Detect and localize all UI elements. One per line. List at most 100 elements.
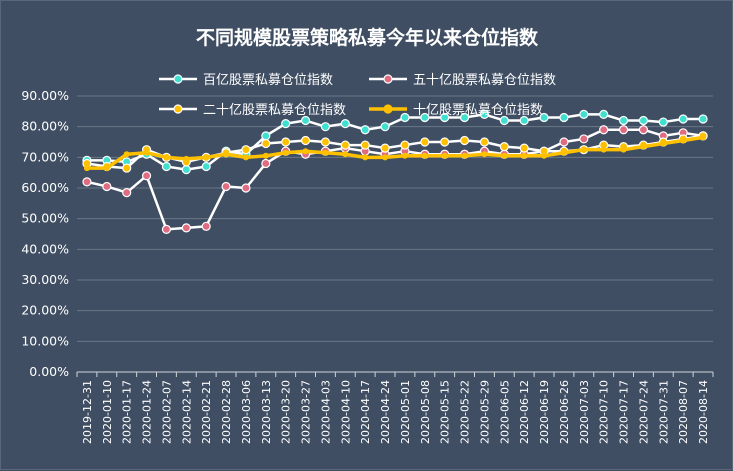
data-point — [242, 154, 249, 161]
x-tick-label: 2020-07-03 — [578, 380, 591, 444]
data-point — [320, 122, 331, 132]
x-tick-label: 2020-07-10 — [598, 380, 611, 444]
data-point — [241, 183, 251, 193]
data-point — [440, 137, 450, 147]
data-point — [618, 125, 629, 135]
data-point — [401, 152, 408, 159]
x-tick-label: 2020-03-13 — [260, 380, 273, 444]
data-point — [122, 188, 132, 198]
data-point — [161, 161, 172, 172]
legend-label: 十亿股票私募仓位指数 — [413, 103, 543, 118]
data-point — [380, 143, 390, 153]
data-point — [83, 165, 90, 172]
y-tick-label: 30.00% — [21, 272, 69, 287]
data-point — [678, 114, 688, 124]
legend-label: 五十亿股票私募仓位指数 — [413, 73, 556, 88]
data-point — [282, 149, 289, 156]
data-point — [559, 112, 569, 123]
data-point — [440, 112, 450, 123]
data-point — [638, 115, 649, 126]
x-tick-label: 2020-06-05 — [498, 380, 511, 444]
data-point — [181, 223, 191, 233]
data-point — [382, 154, 389, 161]
x-tick-label: 2020-03-20 — [280, 380, 293, 444]
data-point — [123, 151, 130, 158]
data-point — [322, 149, 329, 156]
x-tick-label: 2020-03-27 — [300, 380, 313, 444]
y-tick-label: 0.00% — [29, 364, 69, 379]
data-point — [521, 152, 528, 159]
data-point — [481, 151, 488, 158]
data-point — [360, 125, 370, 135]
data-point — [82, 177, 92, 187]
x-tick-label: 2019-12-31 — [81, 380, 94, 444]
data-point — [161, 224, 172, 234]
x-tick-label: 2020-03-06 — [240, 380, 253, 444]
x-tick-label: 2020-04-24 — [379, 380, 392, 444]
data-point — [479, 137, 490, 147]
data-point — [579, 109, 589, 120]
data-point — [103, 165, 110, 172]
grid-lines — [77, 95, 713, 342]
data-point — [183, 155, 190, 162]
data-point — [600, 146, 607, 153]
data-point — [660, 140, 667, 147]
y-axis: 0.00% 10.00% 20.00% 30.00% 40.00% 50.00% 60.00… — [21, 88, 69, 379]
x-tick-label: 2020-06-26 — [558, 380, 571, 444]
data-point — [421, 152, 428, 159]
x-tick-label: 2020-05-29 — [478, 380, 491, 444]
data-point — [281, 118, 291, 129]
data-point — [541, 152, 548, 159]
data-point — [102, 181, 112, 192]
data-point — [519, 115, 529, 126]
x-tick-label: 2020-06-12 — [518, 380, 531, 444]
data-point — [223, 151, 230, 158]
data-point — [302, 148, 309, 155]
data-point — [340, 118, 350, 129]
data-point — [201, 221, 211, 231]
x-tick-label: 2020-07-17 — [618, 380, 631, 444]
data-point — [320, 137, 331, 147]
data-point — [141, 171, 152, 181]
x-axis: 2019-12-31 2020-01-10 2020-01-17 2020-01-24… — [76, 371, 714, 444]
x-tick-label: 2020-02-21 — [200, 380, 213, 444]
x-tick-label: 2020-04-17 — [359, 380, 372, 444]
data-point — [362, 154, 369, 161]
series-group — [82, 109, 708, 234]
data-point — [599, 109, 609, 120]
data-point — [281, 137, 291, 147]
legend-label: 百亿股票私募仓位指数 — [203, 73, 333, 88]
x-tick-label: 2020-04-10 — [339, 380, 352, 444]
x-tick-label: 2020-05-15 — [439, 380, 452, 444]
data-point — [262, 152, 269, 159]
data-point — [241, 145, 251, 155]
y-tick-label: 90.00% — [21, 88, 69, 103]
data-point — [680, 137, 687, 144]
legend-marker — [173, 74, 183, 84]
x-tick-label: 2020-02-07 — [160, 380, 173, 444]
y-tick-label: 60.00% — [21, 180, 69, 195]
data-point — [501, 152, 508, 159]
x-tick-label: 2020-05-22 — [459, 380, 472, 444]
x-tick-label: 2020-01-24 — [141, 380, 154, 444]
data-point — [599, 125, 609, 135]
data-point — [181, 165, 191, 175]
data-point — [360, 140, 370, 150]
legend-marker — [383, 104, 393, 114]
data-point — [559, 137, 569, 147]
series-line — [86, 135, 704, 170]
y-tick-label: 80.00% — [21, 119, 69, 134]
data-point — [459, 112, 470, 123]
x-tick-label: 2020-08-14 — [697, 380, 710, 444]
data-point — [221, 181, 231, 192]
data-point — [400, 140, 410, 150]
x-tick-label: 2020-05-08 — [419, 380, 432, 444]
x-tick-label: 2020-07-31 — [657, 380, 670, 444]
y-tick-label: 10.00% — [21, 333, 69, 348]
data-point — [380, 122, 390, 132]
data-point — [579, 134, 589, 144]
data-point — [261, 138, 271, 149]
data-point — [539, 112, 549, 123]
